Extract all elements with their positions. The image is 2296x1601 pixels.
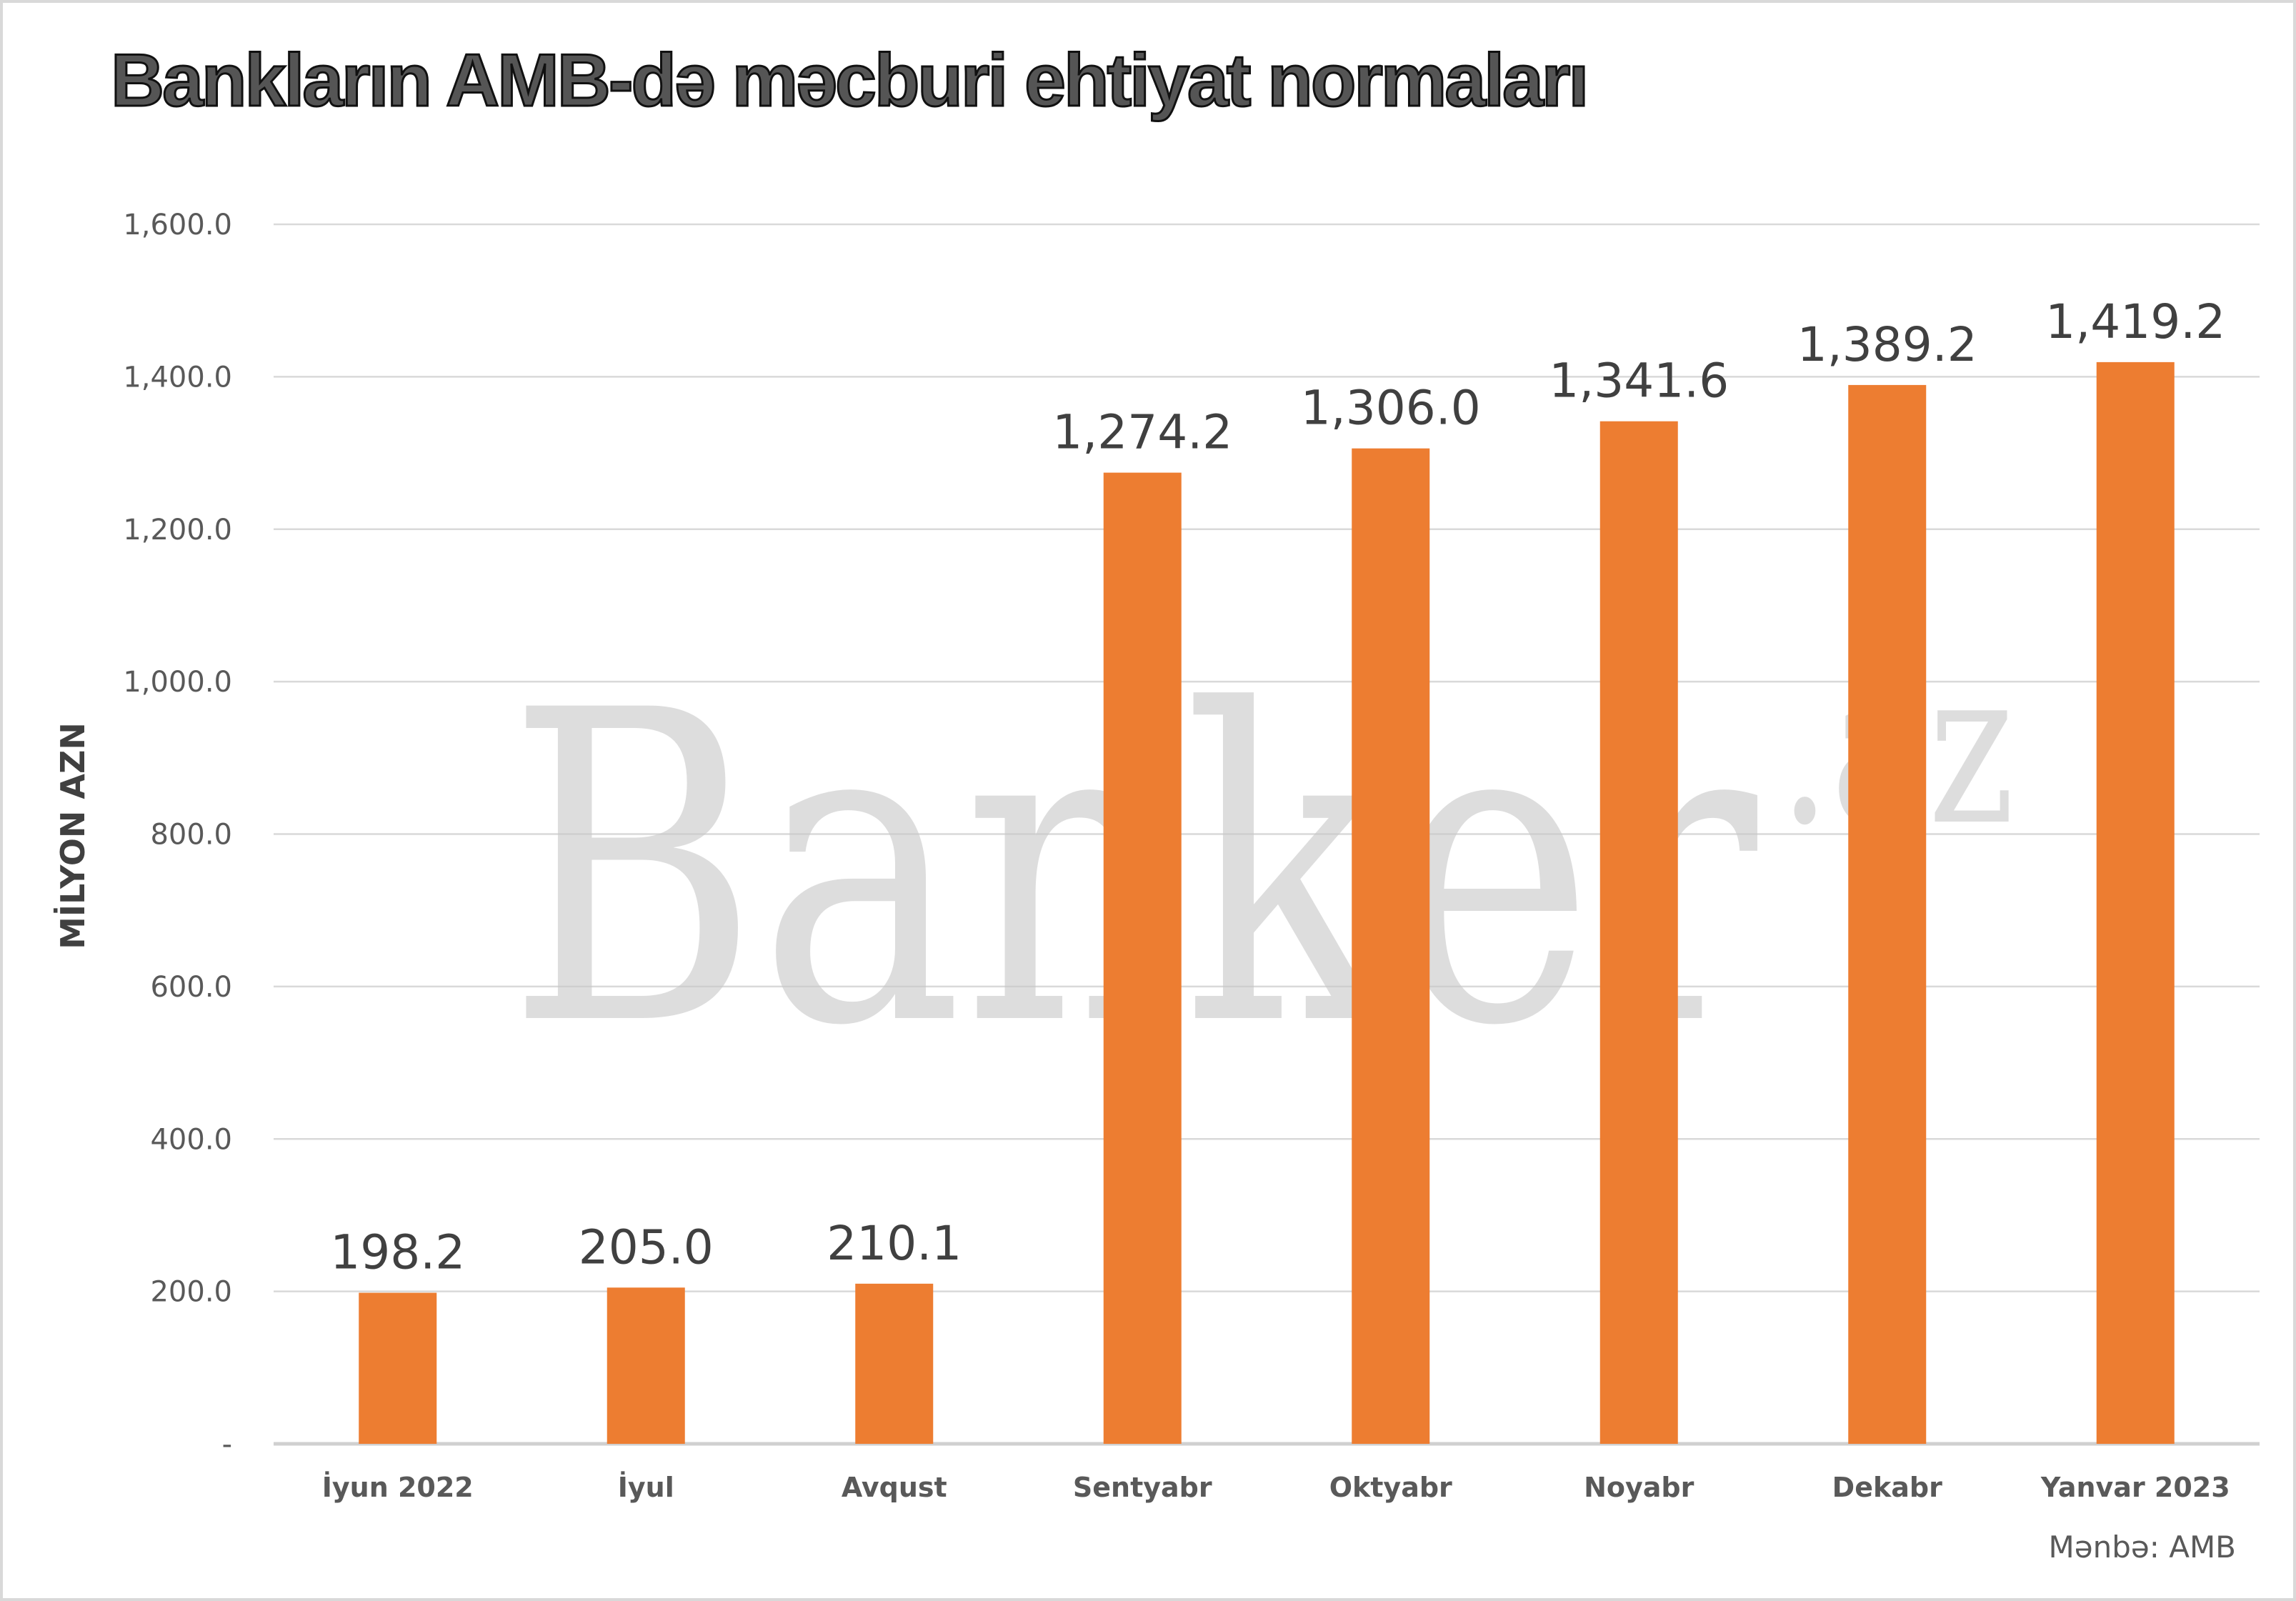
data-label: 1,419.2 xyxy=(2045,294,2225,349)
x-tick-label: İyun 2022 xyxy=(322,1472,474,1503)
y-tick-label: 400.0 xyxy=(150,1123,232,1156)
x-axis-ticks: İyun 2022 İyul Avqust Sentyabr Oktyabr Noyabr… xyxy=(322,1472,2230,1503)
data-label: 1,389.2 xyxy=(1797,317,1977,372)
y-tick-label: 200.0 xyxy=(150,1276,232,1309)
x-tick-label: Avqust xyxy=(842,1472,947,1503)
data-label: 205.0 xyxy=(579,1220,714,1275)
bar xyxy=(359,1292,437,1444)
bar xyxy=(2096,361,2175,1444)
chart-title: Bankların AMB-də məcburi ehtiyat normala… xyxy=(111,39,1587,122)
bar xyxy=(1848,384,1927,1445)
x-tick-label: Oktyabr xyxy=(1329,1472,1452,1503)
x-tick-label: Yanvar 2023 xyxy=(2040,1472,2230,1503)
data-label: 1,274.2 xyxy=(1052,405,1232,460)
y-tick-label: 1,600.0 xyxy=(123,209,232,241)
y-tick-label: 600.0 xyxy=(150,971,232,1004)
y-tick-label: 1,400.0 xyxy=(123,361,232,394)
bar xyxy=(607,1287,685,1444)
y-tick-label: 800.0 xyxy=(150,819,232,852)
data-label: 1,341.6 xyxy=(1549,354,1729,409)
x-tick-label: Noyabr xyxy=(1584,1472,1694,1503)
bar xyxy=(855,1283,934,1444)
bars xyxy=(359,361,2175,1445)
bar xyxy=(1599,421,1678,1445)
data-label: 210.1 xyxy=(827,1216,962,1271)
y-axis-ticks: - 200.0 400.0 600.0 800.0 1,000.0 1,200.0 1,400… xyxy=(123,209,232,1461)
y-axis-label: MİLYON AZN xyxy=(54,722,92,949)
bar xyxy=(1103,472,1182,1444)
source-note: Mənbə: AMB xyxy=(2049,1530,2236,1565)
x-tick-label: Sentyabr xyxy=(1073,1472,1212,1503)
y-tick-label: 1,000.0 xyxy=(123,666,232,699)
data-labels: 198.2 205.0 210.1 1,274.2 1,306.0 1,341.6 1,38… xyxy=(330,294,2225,1280)
x-tick-label: İyul xyxy=(618,1472,674,1503)
y-tick-label: - xyxy=(222,1428,232,1461)
y-tick-label: 1,200.0 xyxy=(123,514,232,547)
x-tick-label: Dekabr xyxy=(1832,1472,1942,1503)
gridlines xyxy=(274,223,2260,1446)
bar xyxy=(1352,448,1430,1444)
data-label: 198.2 xyxy=(330,1225,465,1280)
data-label: 1,306.0 xyxy=(1301,381,1481,436)
